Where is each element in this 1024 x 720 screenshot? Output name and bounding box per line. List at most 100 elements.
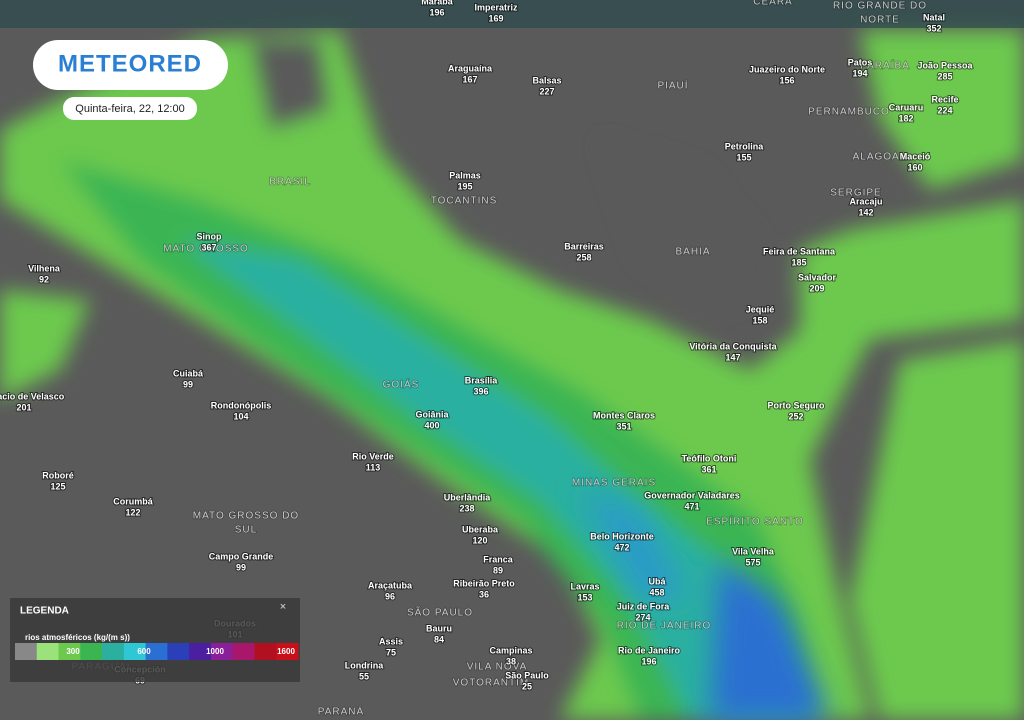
city-name: Governador Valadares — [644, 490, 740, 500]
city-value: 156 — [779, 75, 794, 85]
city-value: 104 — [233, 411, 248, 421]
city-name: Sinop — [197, 231, 222, 241]
region-label: SÃO PAULO — [407, 606, 473, 619]
city-value: 351 — [616, 421, 631, 431]
city-name: Balsas — [532, 75, 561, 85]
legend-box — [10, 598, 300, 682]
city-name: Maceió — [900, 151, 931, 161]
scale-swatch — [80, 643, 103, 660]
city-name: Campinas — [489, 645, 532, 655]
city-name: Uberaba — [462, 524, 499, 534]
region-label: MATO GROSSO — [163, 244, 249, 255]
scale-swatch — [210, 643, 234, 660]
city-value: 55 — [359, 671, 369, 681]
city-name: Corumbá — [113, 496, 153, 506]
city-name: Aracaju — [849, 196, 882, 206]
city-value: 155 — [736, 152, 751, 162]
city-name: Barreiras — [564, 241, 604, 251]
city-value: 196 — [641, 656, 656, 666]
city-name: Bauru — [426, 623, 452, 633]
city-name: Belo Horizonte — [590, 531, 654, 541]
color-scale: 300 600 1000 1600 — [15, 643, 299, 660]
city-value: 209 — [809, 283, 824, 293]
region-label: BAHIA — [675, 247, 710, 258]
city-name: Rondonópolis — [211, 400, 272, 410]
scale-swatch — [254, 643, 277, 660]
city-value: 575 — [745, 557, 760, 567]
city-name: São Paulo — [505, 670, 549, 680]
city-value: 75 — [386, 647, 396, 657]
city-value: 142 — [858, 207, 873, 217]
city-value: 471 — [684, 501, 699, 511]
region-label: BRASIL — [269, 177, 311, 188]
city-name: Campo Grande — [209, 551, 274, 561]
city-name: Porto Seguro — [767, 400, 825, 410]
city-value: 201 — [16, 402, 31, 412]
city-value: 160 — [907, 162, 922, 172]
scale-swatch — [167, 643, 190, 660]
city-name: Uberlândia — [444, 492, 492, 502]
region-label: SUL — [235, 525, 257, 536]
region-label: ALAGOAS — [853, 152, 908, 163]
date: Quinta-feira, 22, 12:00 — [75, 103, 184, 115]
city-name: Palmas — [449, 170, 481, 180]
city-value: 285 — [937, 71, 952, 81]
region-label: TOCANTINS — [431, 196, 498, 207]
region-label: MINAS GERAIS — [572, 478, 656, 489]
city-name: Imperatriz — [474, 2, 518, 12]
city-value: 472 — [614, 542, 629, 552]
city-name: Petrolina — [725, 141, 765, 151]
city-value: 258 — [576, 252, 591, 262]
city-value: 158 — [752, 315, 767, 325]
region-label: VOTORANTIM — [453, 678, 529, 689]
city-name: Rio Verde — [352, 451, 394, 461]
city-value: 182 — [898, 113, 913, 123]
city-name: Cuiabá — [173, 368, 204, 378]
city-value: 122 — [125, 507, 140, 517]
city-value: 252 — [788, 411, 803, 421]
legend-close[interactable]: × — [280, 601, 286, 613]
city-name: João Pessoa — [917, 60, 973, 70]
city-value: 120 — [472, 535, 487, 545]
city-value: 25 — [522, 681, 532, 691]
region-label: PIAUÍ — [657, 79, 688, 92]
region-label: PARAÍBA — [860, 59, 910, 72]
city-name: Salvador — [798, 272, 837, 282]
city-value: 367 — [201, 242, 216, 252]
city-value: 167 — [462, 74, 477, 84]
city-name: Ubá — [648, 576, 666, 586]
scale-tick: 300 — [66, 647, 80, 656]
city-name: Teófilo Otoni — [682, 453, 737, 463]
region-label: SERGIPE — [830, 188, 881, 199]
top-bar — [0, 0, 1024, 28]
region-labels: BRASIL MATO GROSSO TOCANTINS PIAUÍ PERNAMBUC… — [71, 0, 927, 718]
city-name: Vilhena — [28, 263, 61, 273]
city-name: Recife — [931, 94, 958, 104]
city-name: Londrina — [345, 660, 384, 670]
city-name: Goiânia — [415, 409, 449, 419]
city-name: Marabá — [421, 0, 454, 6]
legend: LEGENDA × rios atmosféricos (kg/(m s)) 3… — [10, 598, 300, 682]
city-value: 153 — [577, 592, 592, 602]
city-value: 92 — [39, 274, 49, 284]
region-label: PARANÁ — [318, 705, 364, 718]
scale-swatch — [15, 643, 38, 660]
logo-pill — [33, 40, 228, 90]
city-value: 400 — [424, 420, 439, 430]
city-name: Juazeiro do Norte — [749, 64, 825, 74]
city-name: Franca — [483, 554, 514, 564]
city-value: 113 — [366, 462, 381, 472]
city-name: Patos — [848, 57, 873, 67]
city-value: 99 — [236, 562, 246, 572]
city-value: 89 — [493, 565, 503, 575]
city-value: 96 — [385, 591, 395, 601]
city-name: Lavras — [570, 581, 599, 591]
city-value: 274 — [635, 612, 650, 622]
city-value: 38 — [506, 656, 516, 666]
scale-tick: 600 — [137, 647, 151, 656]
scale-tick: 1000 — [206, 647, 224, 656]
region-label: PERNAMBUCO — [808, 107, 890, 118]
city-value: 361 — [701, 464, 716, 474]
